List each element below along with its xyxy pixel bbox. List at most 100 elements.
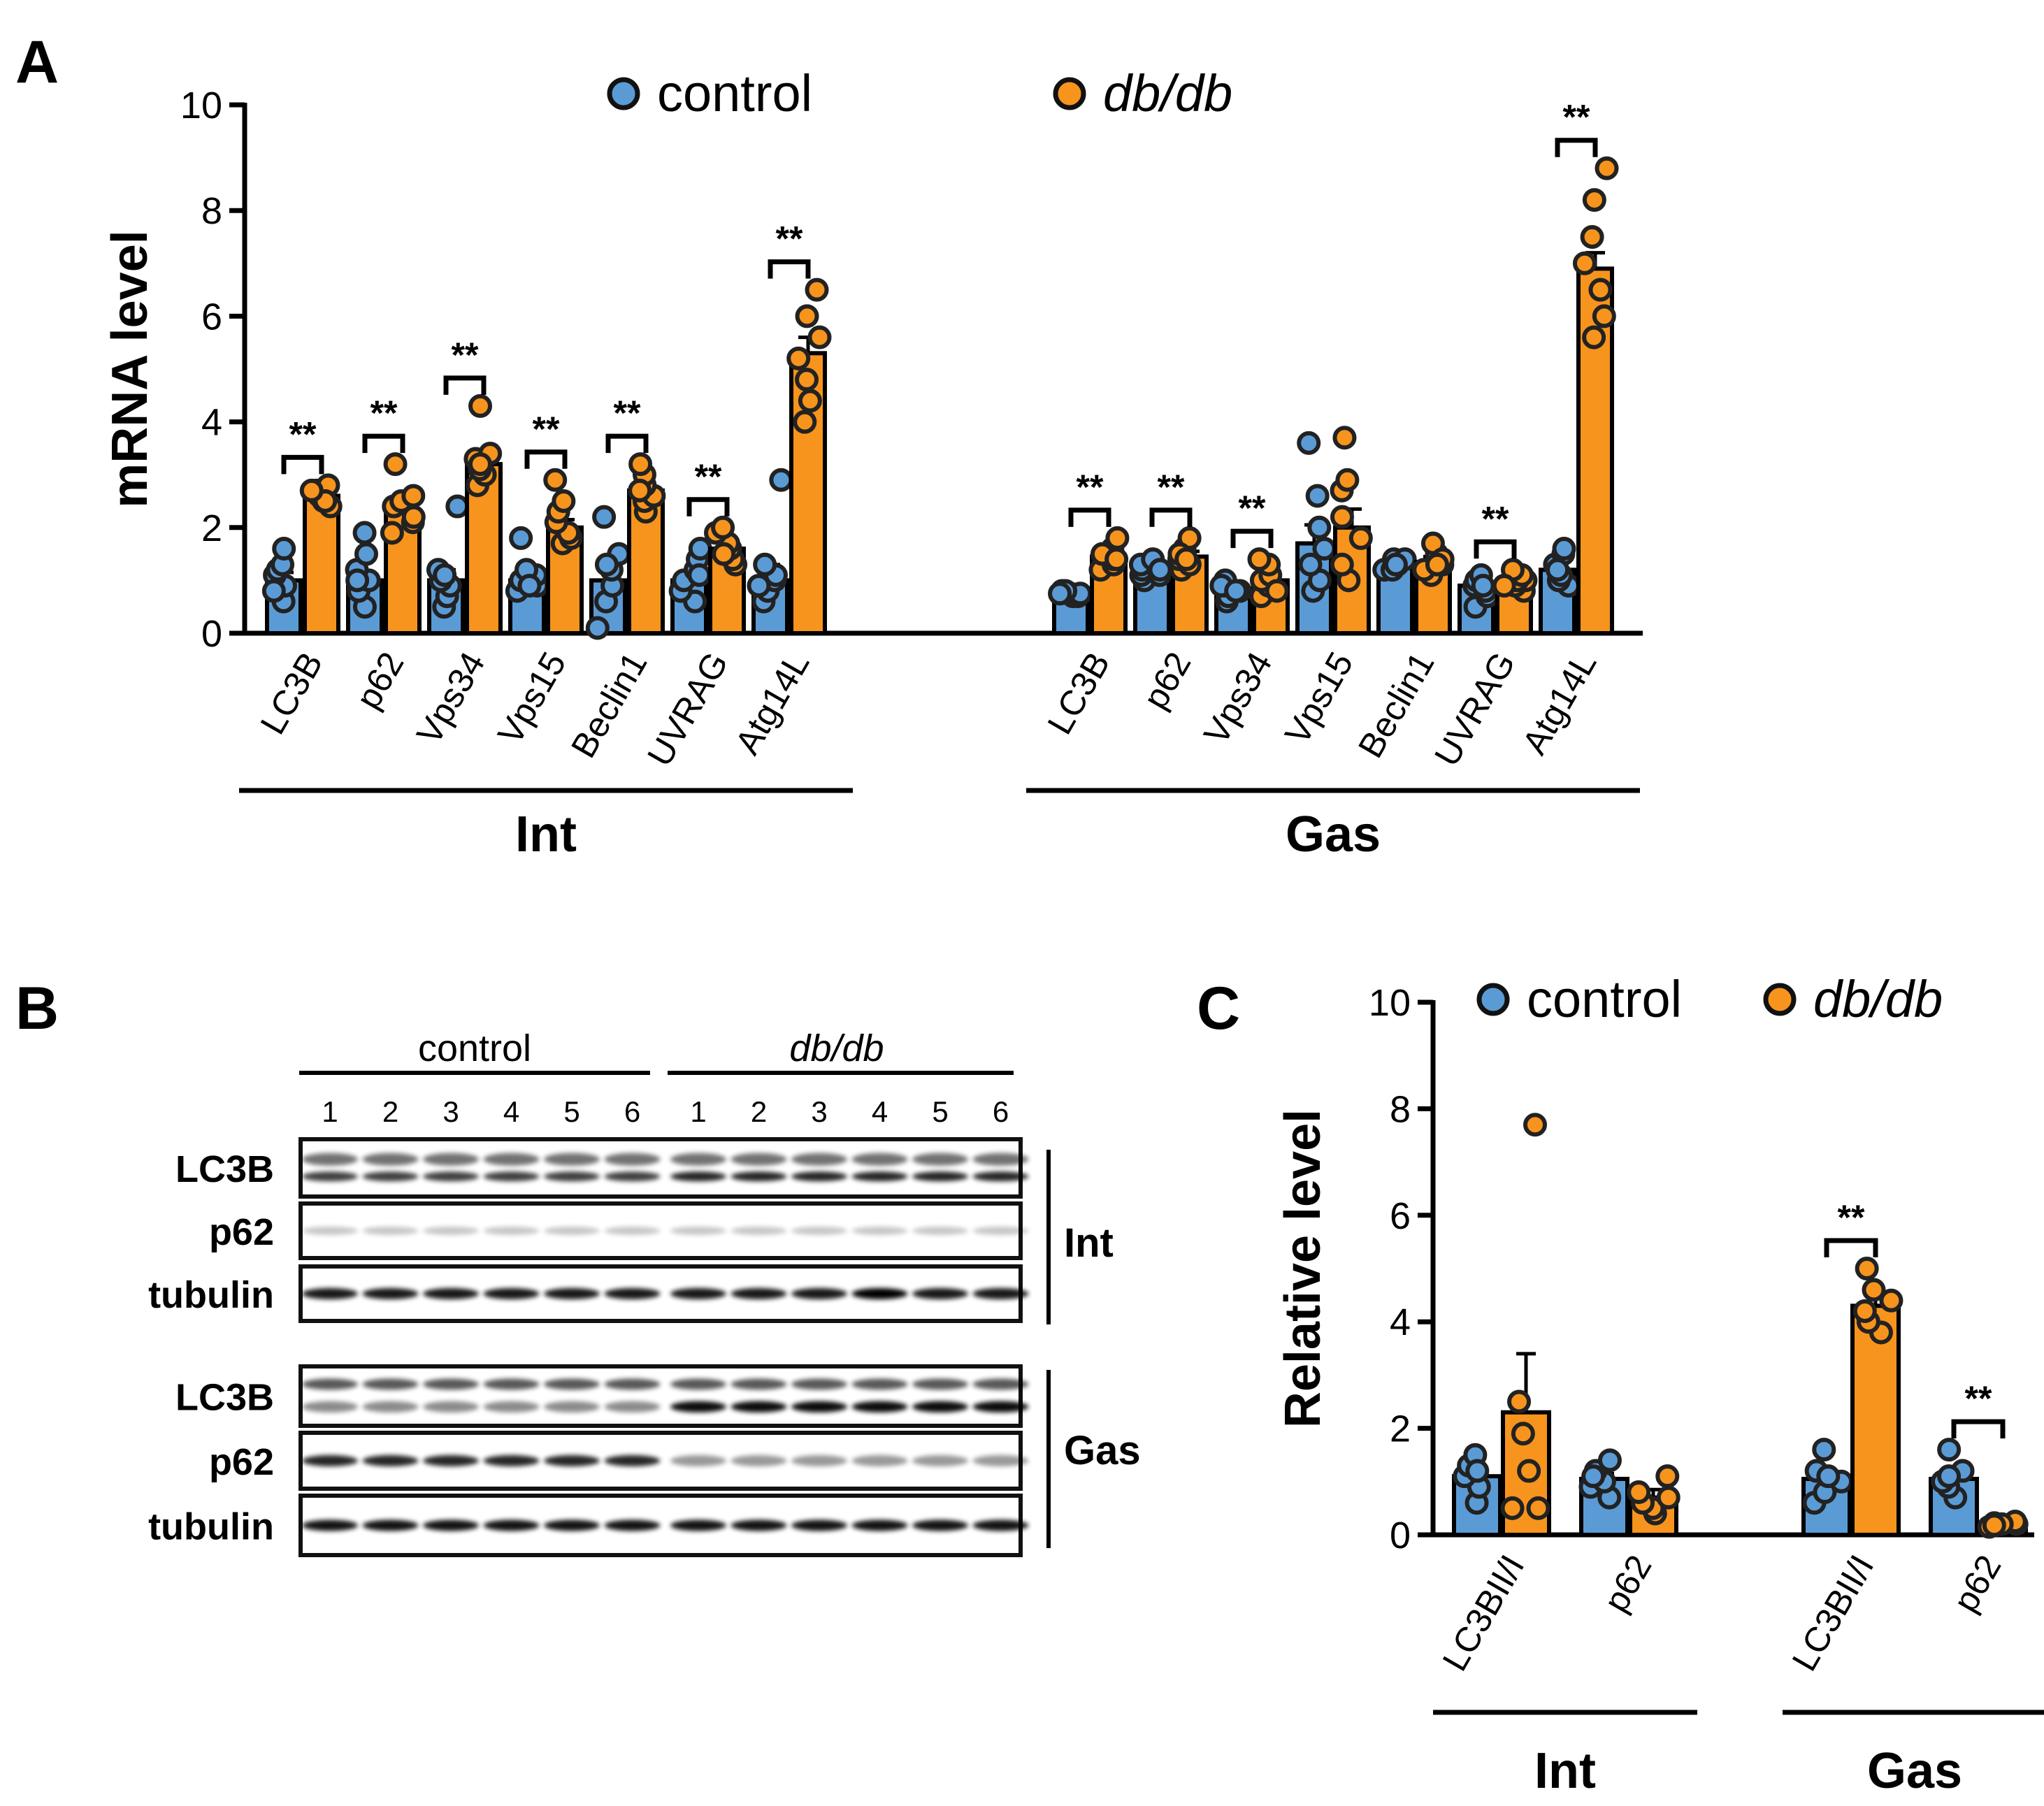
data-point-dbdb [628,452,653,477]
significance-label: ** [1563,98,1590,137]
blot-band [544,1171,600,1182]
x-category-label: Beclin1 [1351,646,1441,765]
x-category-label: LC3B [1039,646,1117,741]
significance-label: ** [1482,499,1509,538]
data-point-dbdb [805,277,829,302]
blot-band [791,1455,847,1466]
data-point-dbdb [1588,277,1613,302]
blot-band [851,1288,908,1299]
x-category-label: Vps34 [1196,646,1279,751]
panel-label-c: C [1197,975,1240,1042]
data-point-dbdb [786,346,811,370]
blot-band [791,1171,847,1182]
blot-band [730,1519,787,1531]
blot-band [423,1378,479,1390]
blot-band [604,1227,661,1235]
data-point-dbdb [1879,1288,1903,1313]
blot-band [544,1378,600,1390]
data-point-dbdb [380,521,404,545]
blot-row: tubulin [148,1494,1029,1557]
data-point-control [1581,1464,1606,1489]
data-point-dbdb [1862,1278,1886,1302]
data-point-control [1048,581,1072,606]
data-point-dbdb [1982,1513,2006,1538]
significance-bracket [1068,507,1111,527]
data-point-control [517,573,542,598]
y-tick-label: 10 [180,85,222,127]
significance-bracket [686,497,730,516]
data-point-control [509,526,533,550]
blot-band [972,1153,1029,1166]
data-point-control [1224,579,1248,603]
blot-band [362,1519,419,1531]
data-point-control [261,579,286,603]
data-point-dbdb [1265,579,1289,603]
blot-band [730,1227,787,1235]
y-axis-title: mRNA level [102,230,158,507]
blot-band [851,1519,908,1531]
data-point-dbdb [1627,1480,1651,1505]
data-point-control [687,563,712,587]
blot-row: p62 [209,1201,1029,1260]
blot-lane-label: 1 [322,1095,338,1128]
significance-label: ** [1158,468,1185,507]
blot-band [604,1401,661,1413]
blot-group-label-control: control [418,1027,531,1069]
data-point-control [1816,1464,1841,1489]
blot-band [791,1519,847,1531]
significance-bracket [1230,528,1274,549]
blot-row: LC3B [175,1137,1029,1199]
blot-band [362,1288,419,1299]
data-point-control [1812,1438,1836,1462]
legend-label-control: control [657,64,812,122]
y-tick-label: 6 [201,296,222,338]
blot-band [670,1519,726,1531]
blot-row-label: LC3B [175,1148,274,1190]
blot-band [730,1288,787,1299]
chart-a: 0 2 4 6 8 10 mRNA level control db/db LC3B ** p62 **… [102,64,1643,862]
significance-bracket [768,259,811,279]
blot-band [483,1153,540,1166]
data-point-dbdb [1517,1459,1541,1483]
panel-label-a: A [15,29,59,96]
blot-band [302,1171,358,1182]
blot-lane-label: 6 [624,1095,640,1128]
x-category-label: UVRAG [1427,646,1523,773]
significance-bracket [1474,539,1517,559]
group-label: Int [1534,1743,1596,1799]
significance-bracket [1824,1238,1878,1257]
blot-band [670,1378,726,1390]
blot-band [423,1455,479,1466]
blot-band [362,1455,419,1466]
blot-band [302,1455,358,1466]
y-tick-label: 8 [1390,1088,1411,1130]
x-category-label: Beclin1 [563,646,654,765]
data-point-dbdb [1425,552,1449,577]
blot-band [544,1519,600,1531]
significance-label: ** [614,393,641,433]
blot-lane-label: 6 [993,1095,1009,1128]
y-tick-label: 6 [1390,1195,1411,1237]
blot-band [912,1401,968,1413]
y-tick-label: 2 [1390,1408,1411,1450]
data-point-dbdb [1595,156,1619,180]
y-tick-label: 0 [1390,1515,1411,1556]
blot-band [791,1227,847,1235]
data-point-control [445,494,470,519]
blot-tissue-label-gas: Gas [1064,1428,1141,1473]
significance-bracket [362,433,405,454]
data-point-dbdb [1330,552,1354,577]
data-point-control [1307,515,1332,540]
significance-bracket [524,449,568,469]
data-point-control [747,573,771,598]
significance-bracket [605,433,649,454]
blot-band [972,1227,1029,1235]
significance-label: ** [289,414,317,454]
legend-label-dbdb: db/db [1813,970,1943,1028]
blot-band [483,1455,540,1466]
data-point-control [272,537,296,561]
data-point-control [1937,1438,1962,1462]
data-point-dbdb [1348,526,1373,550]
blot-row-label: tubulin [148,1274,274,1316]
